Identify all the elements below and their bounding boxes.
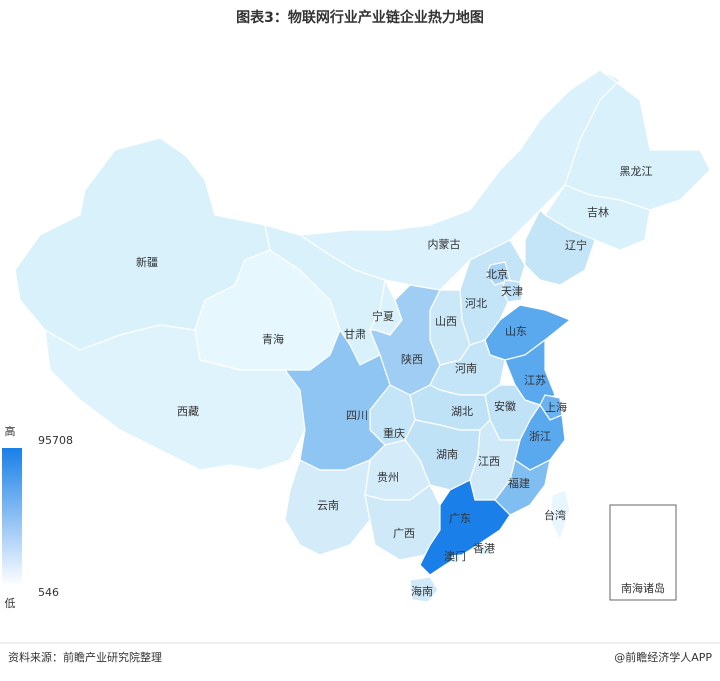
legend-max: 95708	[38, 434, 73, 447]
region-label: 江西	[478, 455, 500, 468]
map	[14, 69, 711, 603]
legend-gradient	[2, 448, 22, 586]
region-label: 云南	[317, 499, 339, 512]
region-label: 河南	[455, 362, 477, 375]
region	[284, 459, 371, 556]
region-label: 山东	[505, 325, 527, 338]
region-label: 宁夏	[372, 309, 394, 323]
region-label: 香港	[473, 542, 495, 555]
region	[494, 458, 551, 516]
region	[477, 545, 491, 557]
region-label: 安徽	[494, 399, 516, 413]
region-label: 青海	[262, 332, 284, 346]
region-label: 上海	[545, 400, 567, 414]
region-label: 甘肃	[344, 328, 366, 341]
legend-min: 546	[38, 586, 59, 599]
region	[501, 279, 523, 303]
inset-box	[609, 504, 677, 601]
region-label: 湖南	[436, 448, 458, 461]
title: 图表3：物联网行业产业链企业热力地图	[236, 9, 484, 26]
region-label: 广西	[393, 527, 415, 540]
region-label: 辽宁	[565, 238, 587, 252]
legend-low: 低	[5, 597, 16, 610]
region-label: 南海诸岛	[621, 581, 665, 595]
region-label: 内蒙古	[428, 237, 461, 251]
region-label: 山西	[435, 315, 457, 328]
region-label: 北京	[486, 267, 508, 281]
region	[419, 479, 511, 576]
region-label: 福建	[508, 476, 530, 490]
region-label: 河北	[465, 297, 487, 310]
region	[486, 261, 511, 286]
region-label: 贵州	[377, 471, 399, 484]
region-label: 新疆	[136, 255, 158, 269]
region-label: 天津	[501, 285, 523, 298]
region-label: 浙江	[529, 430, 551, 443]
region	[409, 576, 439, 603]
region-label: 重庆	[383, 426, 405, 440]
region	[283, 328, 391, 471]
region-label: 台湾	[544, 508, 566, 522]
legend: 高 95708 546 低	[2, 424, 73, 610]
region-label: 澳门	[444, 549, 466, 563]
region-label: 吉林	[587, 205, 609, 219]
region-label: 海南	[411, 584, 433, 598]
legend-high: 高	[5, 424, 16, 438]
region-label: 广东	[449, 512, 471, 525]
labels: 新疆 西藏 青海 甘肃 内蒙古 黑龙江 吉林 辽宁 北京 天津 河北 山西 宁夏…	[136, 165, 665, 598]
source: 资料来源：前瞻产业研究院整理	[8, 650, 162, 664]
region-label: 陕西	[401, 352, 423, 366]
region	[549, 489, 571, 542]
region-label: 湖北	[451, 405, 473, 418]
region	[524, 208, 596, 286]
brand: @前瞻经济学人APP	[614, 650, 712, 664]
region-label: 四川	[346, 409, 368, 422]
region	[451, 554, 461, 564]
region-label: 江苏	[524, 374, 546, 387]
region-label: 黑龙江	[620, 165, 653, 178]
region-label: 西藏	[177, 405, 199, 418]
